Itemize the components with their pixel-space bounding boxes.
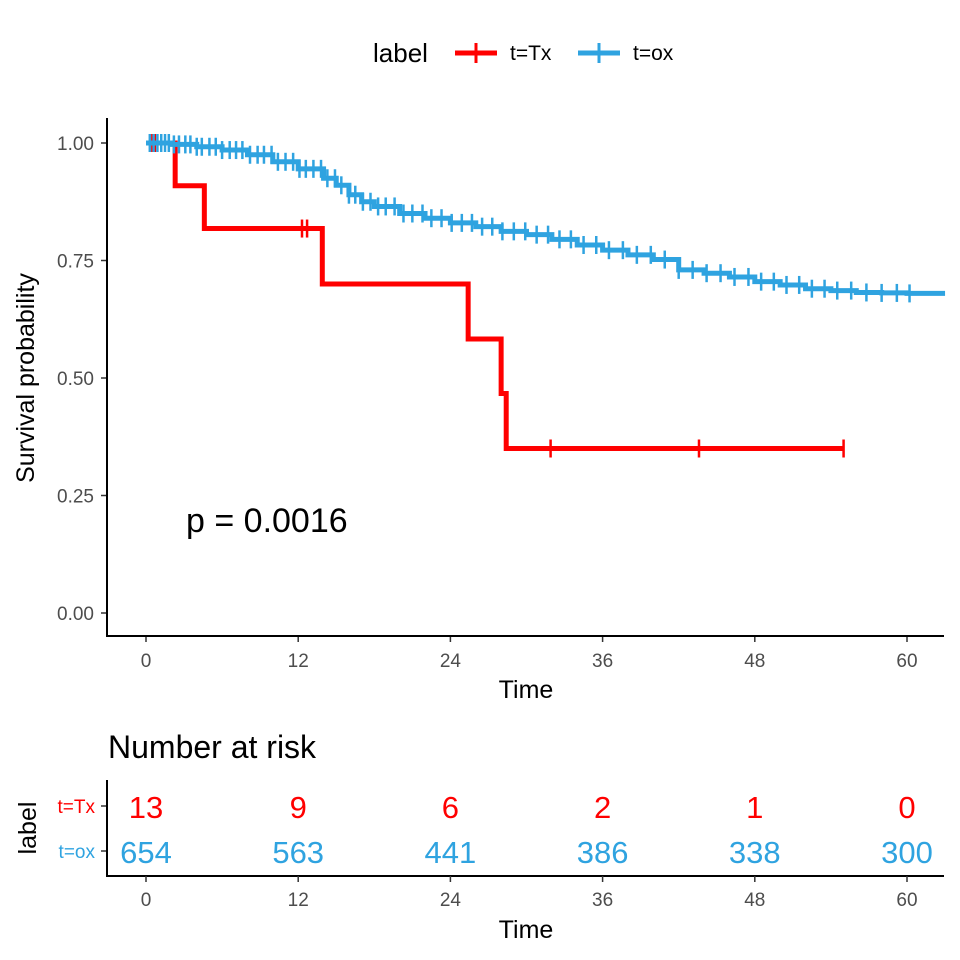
y-tick-label: 0.25 xyxy=(57,487,94,508)
risk-x-tick-label: 12 xyxy=(288,890,309,911)
x-tick-label: 24 xyxy=(440,651,462,672)
risk-value-cell: 441 xyxy=(425,835,477,870)
x-axis-title: Time xyxy=(499,676,554,704)
risk-row-label: t=ox xyxy=(59,842,96,863)
legend-entry-ox: t=ox xyxy=(578,42,674,65)
survival-line-ttx xyxy=(146,140,844,451)
p-value-annotation: p = 0.0016 xyxy=(186,502,348,540)
risk-value-cell: 0 xyxy=(898,790,915,825)
y-tick-label: 0.50 xyxy=(57,369,94,390)
risk-x-tick-label: 0 xyxy=(141,890,152,911)
risk-value-cell: 654 xyxy=(120,835,172,870)
survival-curves xyxy=(146,134,946,458)
risk-value-cell: 563 xyxy=(272,835,324,870)
legend: label t=Tx t=ox xyxy=(373,38,674,68)
y-axis-title: Survival probability xyxy=(12,273,40,483)
x-tick-label: 0 xyxy=(141,651,152,672)
risk-value-cell: 1 xyxy=(746,790,763,825)
risk-value-cell: 300 xyxy=(881,835,933,870)
y-tick-label: 1.00 xyxy=(57,134,94,155)
y-axis-ticks: 0.00 0.25 0.50 0.75 1.00 xyxy=(57,134,107,625)
risk-value-cell: 338 xyxy=(729,835,781,870)
legend-entry-tx: t=Tx xyxy=(455,42,552,65)
risk-x-tick-label: 48 xyxy=(744,890,765,911)
x-tick-label: 12 xyxy=(288,651,309,672)
risk-table: Number at risk label t=Tx 13 9 6 2 1 0 t=ox 654 5… xyxy=(14,729,944,944)
risk-x-tick-label: 24 xyxy=(440,890,462,911)
risk-x-tick-label: 60 xyxy=(896,890,917,911)
legend-label-tx: t=Tx xyxy=(510,42,552,65)
x-tick-label: 60 xyxy=(896,651,917,672)
legend-label-ox: t=ox xyxy=(633,42,674,65)
risk-value-cell: 6 xyxy=(442,790,459,825)
risk-x-axis-title: Time xyxy=(499,916,554,944)
risk-x-axis-ticks: 0 12 24 36 48 60 xyxy=(141,876,918,911)
risk-x-tick-label: 36 xyxy=(592,890,613,911)
x-axis-ticks: 0 12 24 36 48 60 xyxy=(141,636,918,672)
risk-table-values: t=Tx 13 9 6 2 1 0 t=ox 654 563 441 386 338 300 xyxy=(58,790,933,870)
legend-title: label xyxy=(373,38,428,68)
y-tick-label: 0.00 xyxy=(57,604,94,625)
risk-value-cell: 2 xyxy=(594,790,611,825)
risk-value-cell: 13 xyxy=(129,790,163,825)
risk-value-cell: 9 xyxy=(290,790,307,825)
risk-row-label: t=Tx xyxy=(58,797,96,818)
x-tick-label: 48 xyxy=(744,651,765,672)
risk-value-cell: 386 xyxy=(577,835,629,870)
risk-table-title: Number at risk xyxy=(108,729,317,765)
y-tick-label: 0.75 xyxy=(57,252,94,273)
main-plot: Survival probability 0.00 0.25 0.50 0.75 1.0… xyxy=(12,118,946,704)
risk-table-y-title: label xyxy=(14,802,42,855)
survival-line-tox xyxy=(146,140,946,296)
x-tick-label: 36 xyxy=(592,651,613,672)
